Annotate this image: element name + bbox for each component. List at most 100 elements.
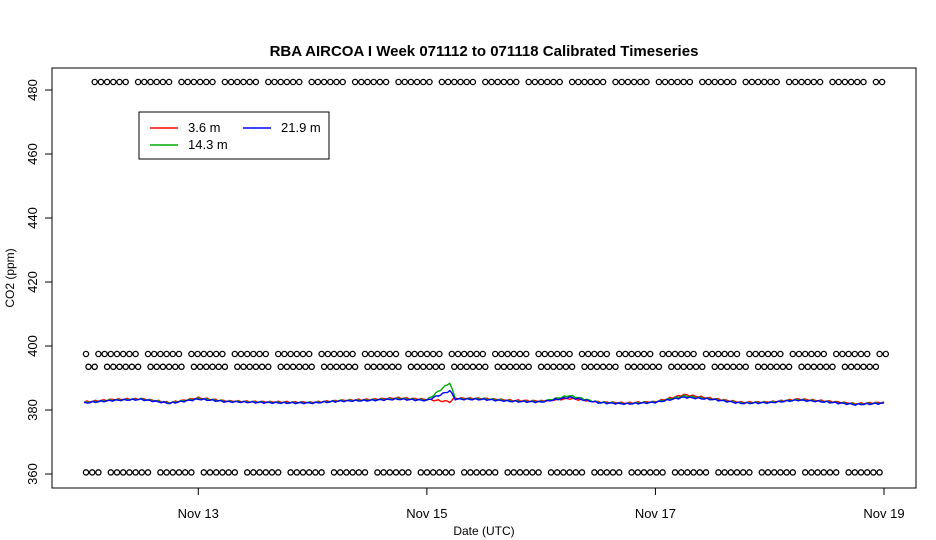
marker-ref-360 — [863, 469, 871, 476]
marker-ref-482 — [178, 78, 185, 86]
marker-ref-360 — [398, 469, 406, 476]
y-tick-label: 480 — [25, 79, 40, 101]
marker-ref-360 — [634, 469, 642, 476]
marker-ref-482 — [730, 78, 737, 86]
marker-ref-397 — [839, 350, 846, 358]
marker-ref-397 — [448, 350, 456, 358]
marker-ref-482 — [643, 78, 650, 86]
marker-ref-397 — [144, 350, 152, 358]
marker-ref-482 — [438, 78, 446, 86]
marker-ref-360 — [144, 469, 152, 476]
marker-ref-482 — [723, 78, 731, 86]
marker-ref-397 — [882, 350, 890, 358]
y-tick-label: 460 — [25, 143, 40, 165]
marker-ref-393 — [606, 363, 613, 371]
marker-ref-360 — [256, 469, 263, 476]
legend-box — [138, 111, 330, 160]
marker-ref-393 — [581, 363, 588, 371]
marker-ref-393 — [153, 363, 160, 371]
marker-ref-393 — [872, 363, 880, 371]
marker-ref-360 — [529, 469, 536, 476]
marker-ref-360 — [504, 469, 511, 476]
marker-ref-393 — [370, 363, 377, 371]
marker-ref-482 — [872, 78, 880, 86]
marker-ref-482 — [420, 78, 427, 86]
marker-ref-360 — [132, 469, 139, 476]
marker-ref-393 — [413, 363, 421, 371]
marker-ref-397 — [857, 350, 865, 358]
marker-ref-360 — [436, 469, 443, 476]
marker-ref-393 — [389, 363, 396, 371]
marker-ref-393 — [345, 363, 353, 371]
marker-ref-393 — [519, 363, 526, 371]
marker-ref-482 — [351, 78, 359, 86]
marker-ref-393 — [717, 363, 725, 371]
marker-ref-360 — [206, 469, 214, 476]
marker-ref-482 — [395, 78, 402, 86]
marker-ref-393 — [513, 363, 520, 371]
marker-ref-482 — [364, 78, 371, 86]
marker-ref-360 — [764, 469, 772, 476]
marker-ref-393 — [624, 363, 632, 371]
marker-ref-360 — [225, 469, 232, 476]
marker-ref-397 — [584, 350, 592, 358]
legend: 3.6 m 14.3 m 21.9 m — [138, 111, 330, 160]
marker-ref-397 — [646, 350, 654, 358]
marker-ref-482 — [271, 78, 278, 86]
marker-ref-482 — [773, 78, 780, 86]
marker-ref-393 — [351, 363, 359, 371]
marker-ref-397 — [876, 350, 883, 358]
marker-ref-482 — [878, 78, 886, 86]
marker-ref-360 — [609, 469, 617, 476]
marker-ref-360 — [157, 469, 164, 476]
marker-ref-397 — [522, 350, 530, 358]
marker-ref-397 — [349, 350, 356, 358]
marker-ref-482 — [550, 78, 557, 86]
marker-ref-393 — [537, 363, 545, 371]
marker-ref-397 — [746, 350, 753, 358]
marker-ref-397 — [163, 350, 170, 358]
marker-ref-397 — [293, 350, 301, 358]
marker-ref-482 — [457, 78, 464, 86]
marker-ref-397 — [851, 350, 859, 358]
marker-ref-393 — [296, 363, 303, 371]
marker-ref-393 — [785, 363, 793, 371]
marker-ref-397 — [212, 350, 220, 358]
marker-ref-360 — [832, 469, 840, 476]
marker-ref-482 — [661, 78, 669, 86]
marker-ref-393 — [568, 363, 576, 371]
marker-ref-397 — [845, 350, 852, 358]
marker-ref-360 — [175, 469, 183, 476]
marker-ref-397 — [752, 350, 759, 358]
marker-ref-393 — [246, 363, 253, 371]
marker-ref-393 — [165, 363, 173, 371]
x-tick-label: Nov 17 — [635, 506, 676, 521]
marker-ref-360 — [597, 469, 604, 476]
y-tick-label: 380 — [25, 399, 40, 421]
marker-ref-482 — [767, 78, 774, 86]
marker-ref-397 — [677, 350, 685, 358]
marker-ref-397 — [330, 350, 338, 358]
marker-ref-482 — [333, 78, 340, 86]
marker-ref-397 — [107, 350, 115, 358]
marker-ref-393 — [240, 363, 247, 371]
marker-ref-397 — [535, 350, 542, 358]
marker-ref-482 — [680, 78, 687, 86]
marker-ref-393 — [847, 363, 855, 371]
marker-ref-482 — [699, 78, 706, 86]
marker-ref-360 — [405, 469, 412, 476]
marker-ref-482 — [358, 78, 365, 86]
marker-ref-360 — [113, 469, 121, 476]
marker-ref-393 — [234, 363, 241, 371]
marker-ref-360 — [268, 469, 276, 476]
marker-ref-360 — [243, 469, 251, 476]
marker-ref-397 — [256, 350, 263, 358]
marker-ref-482 — [618, 78, 625, 86]
marker-ref-397 — [169, 350, 177, 358]
marker-ref-360 — [467, 469, 474, 476]
marker-ref-482 — [116, 78, 123, 86]
marker-ref-397 — [733, 350, 741, 358]
marker-ref-360 — [287, 469, 294, 476]
marker-ref-360 — [758, 469, 766, 476]
marker-ref-360 — [386, 469, 394, 476]
